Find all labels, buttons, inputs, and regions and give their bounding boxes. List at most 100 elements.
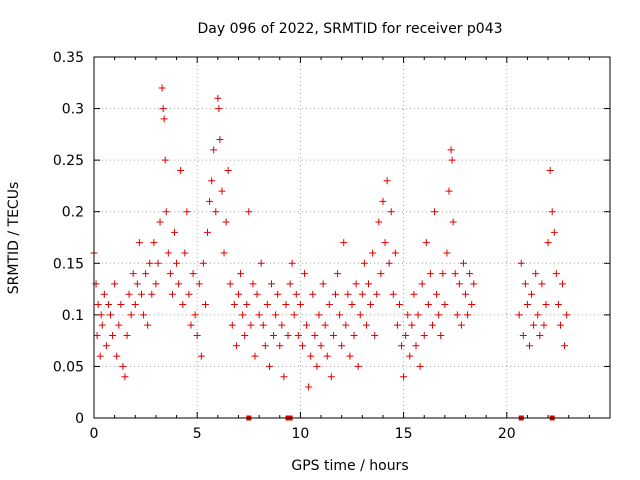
data-point (521, 280, 529, 288)
data-point (301, 270, 309, 278)
data-point (387, 208, 395, 216)
data-point (214, 94, 222, 102)
data-point (284, 331, 292, 339)
data-point (257, 259, 265, 267)
data-point (416, 362, 424, 370)
data-point (154, 259, 162, 267)
data-point (443, 249, 451, 257)
data-point (329, 331, 337, 339)
data-point (534, 311, 542, 319)
data-point (255, 311, 263, 319)
data-point (379, 197, 387, 205)
data-point (193, 331, 201, 339)
data-point (457, 321, 465, 329)
data-point (115, 321, 123, 329)
data-point (216, 136, 224, 144)
data-point (424, 301, 432, 309)
data-point (129, 270, 137, 278)
data-point (97, 311, 105, 319)
data-point (439, 270, 447, 278)
data-point (437, 331, 445, 339)
data-point (286, 280, 294, 288)
data-point (451, 270, 459, 278)
data-point (228, 321, 236, 329)
x-axis-label: GPS time / hours (291, 458, 408, 474)
data-point (552, 270, 560, 278)
data-point (526, 342, 534, 350)
data-point (346, 352, 354, 360)
data-points (90, 84, 571, 421)
data-point (540, 321, 548, 329)
data-point (546, 166, 554, 174)
data-point (356, 311, 364, 319)
data-point (259, 321, 267, 329)
data-point (358, 290, 366, 298)
data-point (237, 270, 245, 278)
data-point (204, 228, 212, 236)
data-point (377, 270, 385, 278)
x-tick-label: 5 (193, 426, 202, 442)
data-point (278, 321, 286, 329)
data-point (296, 301, 304, 309)
data-point (226, 280, 234, 288)
y-tick-labels: 0 0.05 0.1 0.15 0.2 0.25 0.3 0.35 (53, 50, 84, 427)
data-point (559, 280, 567, 288)
data-point (400, 373, 408, 381)
data-point (309, 290, 317, 298)
data-point (375, 218, 383, 226)
data-point (367, 301, 375, 309)
data-point (187, 321, 195, 329)
data-point (98, 321, 106, 329)
data-point (455, 280, 463, 288)
data-point (466, 270, 474, 278)
data-point (107, 311, 115, 319)
data-point (462, 290, 470, 298)
data-point (530, 321, 538, 329)
data-point (144, 321, 152, 329)
data-point (435, 311, 443, 319)
data-point (210, 146, 218, 154)
data-point (173, 259, 181, 267)
data-point (441, 301, 449, 309)
data-point (292, 290, 300, 298)
data-point (321, 321, 329, 329)
data-point (365, 280, 373, 288)
data-point (528, 290, 536, 298)
data-point (311, 331, 319, 339)
data-point (385, 259, 393, 267)
data-point (323, 352, 331, 360)
data-point (470, 280, 478, 288)
data-point (215, 105, 223, 113)
data-point (148, 290, 156, 298)
y-tick-label: 0.15 (53, 256, 84, 272)
data-point (519, 331, 527, 339)
data-point (156, 218, 164, 226)
data-point (224, 166, 232, 174)
data-point (305, 383, 313, 391)
data-point (398, 342, 406, 350)
x-tick-label: 15 (395, 426, 413, 442)
data-point (448, 156, 456, 164)
data-point (94, 301, 102, 309)
data-point (360, 259, 368, 267)
data-point (447, 146, 455, 154)
data-point (327, 373, 335, 381)
data-point (412, 342, 420, 350)
data-point (159, 105, 167, 113)
data-point (373, 290, 381, 298)
data-point (127, 311, 135, 319)
y-tick-label: 0.35 (53, 50, 84, 66)
data-point (362, 321, 370, 329)
data-point (251, 352, 259, 360)
data-point (179, 301, 187, 309)
data-point (561, 342, 569, 350)
data-point (410, 290, 418, 298)
data-point (342, 321, 350, 329)
data-point (185, 290, 193, 298)
data-point (164, 249, 172, 257)
data-point (515, 311, 523, 319)
data-point (272, 311, 280, 319)
plot-frame (93, 56, 611, 419)
data-point (544, 239, 552, 247)
data-point (352, 280, 360, 288)
